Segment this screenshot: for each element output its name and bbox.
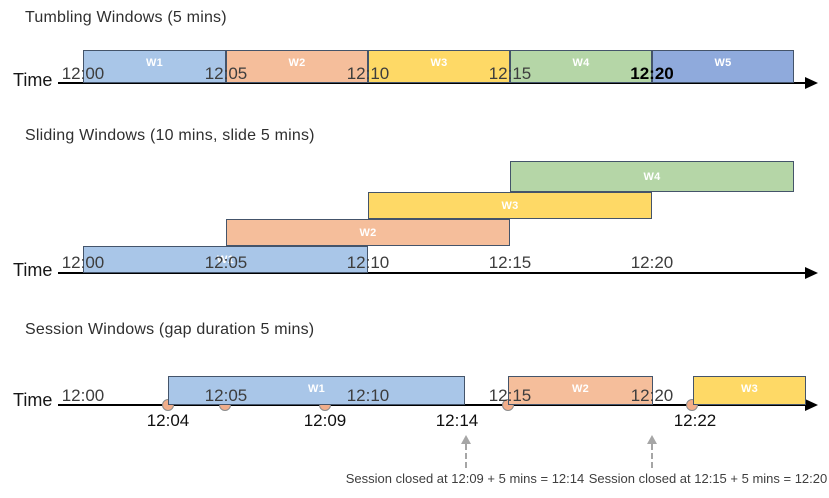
tumbling-tick-1210: 12:10 xyxy=(346,64,390,83)
tumbling-window-w1: W1 xyxy=(83,50,226,83)
window-label: W4 xyxy=(572,57,590,69)
sliding-title: Sliding Windows (10 mins, slide 5 mins) xyxy=(25,127,315,144)
tumbling-tick-1205: 12:05 xyxy=(204,64,248,83)
event-time-1204: 12:04 xyxy=(146,411,190,430)
tumbling-window-w3: W3 xyxy=(368,50,510,83)
tumbling-title: Tumbling Windows (5 mins) xyxy=(25,9,227,26)
session-close-annotation-2: Session closed at 12:15 + 5 mins = 12:20 xyxy=(588,471,828,486)
sliding-window-w2: W2 xyxy=(226,219,510,246)
sliding-time-axis-label: Time xyxy=(13,260,53,280)
sliding-time-axis xyxy=(58,272,806,274)
session-title: Session Windows (gap duration 5 mins) xyxy=(25,321,315,338)
window-label: W3 xyxy=(430,57,448,69)
tumbling-window-w2: W2 xyxy=(226,50,368,83)
window-label: W1 xyxy=(145,57,164,69)
window-label: W2 xyxy=(359,226,377,239)
window-label: W1 xyxy=(216,253,235,266)
tumbling-time-axis xyxy=(58,82,806,84)
tumbling-tick-1215: 12:15 xyxy=(488,64,532,83)
sliding-window-w4: W4 xyxy=(510,161,794,192)
sliding-window-w3: W3 xyxy=(368,192,652,219)
session-window-w2: W2 xyxy=(508,376,653,405)
dashed-arrow-shaft xyxy=(465,444,467,468)
tumbling-window-w5: W5 xyxy=(652,50,794,83)
session-tick-1210: 12:10 xyxy=(346,386,390,405)
window-label: W3 xyxy=(740,383,759,395)
dashed-up-arrow-icon xyxy=(647,435,657,444)
tumbling-axis-arrowhead-icon xyxy=(805,77,818,89)
window-label: W2 xyxy=(288,57,306,69)
window-label: W5 xyxy=(714,57,732,69)
sliding-window-w1: W1 xyxy=(83,246,368,273)
tumbling-tick-1220: 12:20 xyxy=(630,64,674,83)
session-tick-1220: 12:20 xyxy=(630,386,674,405)
window-label: W2 xyxy=(571,383,590,395)
event-time-1222: 12:22 xyxy=(673,411,717,430)
window-label: W3 xyxy=(501,199,519,212)
window-label: W4 xyxy=(643,170,661,183)
sliding-tick-1205: 12:05 xyxy=(204,253,248,272)
tumbling-time-axis-label: Time xyxy=(13,70,53,90)
session-window-w1: W1 xyxy=(168,376,465,405)
event-time-1209: 12:09 xyxy=(303,411,347,430)
sliding-tick-1220: 12:20 xyxy=(630,253,674,272)
session-axis-arrowhead-icon xyxy=(805,399,818,411)
dashed-arrow-shaft xyxy=(651,444,653,468)
tumbling-tick-1200: 12:00 xyxy=(61,64,105,83)
dashed-up-arrow-icon xyxy=(461,435,471,444)
sliding-tick-1210: 12:10 xyxy=(346,253,390,272)
session-tick-1215: 12:15 xyxy=(488,386,532,405)
event-time-1214: 12:14 xyxy=(435,411,479,430)
session-time-axis-label: Time xyxy=(13,390,53,410)
session-close-annotation-1: Session closed at 12:09 + 5 mins = 12:14 xyxy=(345,471,585,486)
tumbling-window-w4: W4 xyxy=(510,50,652,83)
sliding-axis-arrowhead-icon xyxy=(805,267,818,279)
session-tick-1200: 12:00 xyxy=(61,386,105,405)
session-time-axis xyxy=(58,404,806,406)
session-tick-1205: 12:05 xyxy=(204,386,248,405)
session-window-w3: W3 xyxy=(693,376,806,405)
window-label: W1 xyxy=(307,383,326,395)
sliding-tick-1200: 12:00 xyxy=(61,253,105,272)
sliding-tick-1215: 12:15 xyxy=(488,253,532,272)
